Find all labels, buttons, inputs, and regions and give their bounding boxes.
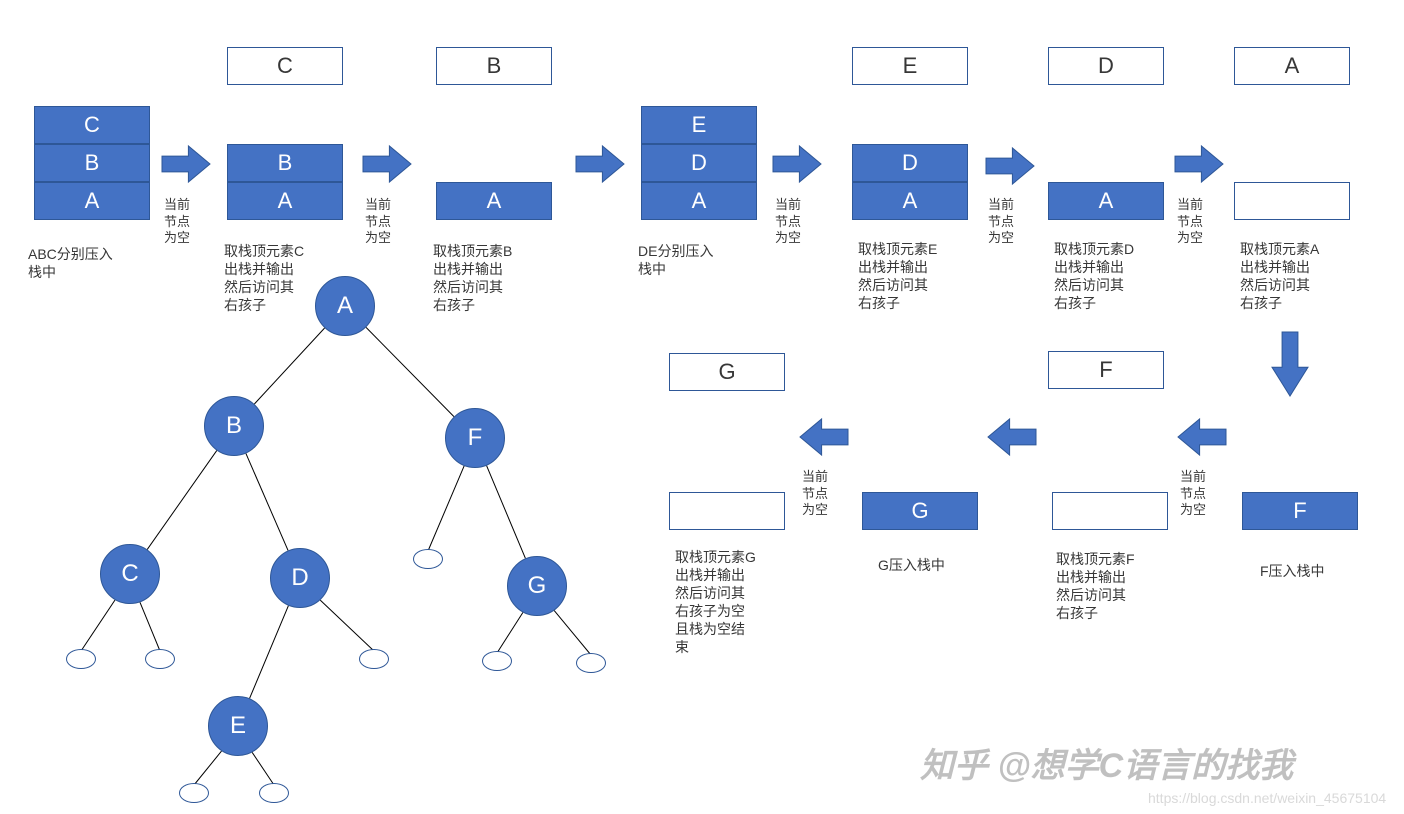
arrow-label: 当前 节点 为空 bbox=[802, 469, 828, 519]
output-box: F bbox=[1048, 351, 1164, 389]
tree-node-F: F bbox=[445, 408, 505, 468]
stack-cell-label: A bbox=[1099, 188, 1114, 214]
output-box: B bbox=[436, 47, 552, 85]
stack-cell: B bbox=[227, 144, 343, 182]
stack-cell: A bbox=[641, 182, 757, 220]
output-label: F bbox=[1099, 357, 1112, 383]
output-label: G bbox=[718, 359, 735, 385]
stack-cell bbox=[1234, 182, 1350, 220]
stack-cell-label: B bbox=[278, 150, 293, 176]
stack-cell: D bbox=[852, 144, 968, 182]
stack-cell-label: F bbox=[1293, 498, 1306, 524]
arrow-label: 当前 节点 为空 bbox=[775, 197, 801, 247]
output-box: D bbox=[1048, 47, 1164, 85]
tree-node-label: C bbox=[121, 560, 138, 588]
stack-cell-label: A bbox=[903, 188, 918, 214]
tree-leaf bbox=[359, 649, 389, 669]
tree-node-label: D bbox=[291, 564, 308, 592]
stack-cell-label: G bbox=[911, 498, 928, 524]
output-label: E bbox=[903, 53, 918, 79]
tree-node-A: A bbox=[315, 276, 375, 336]
step-caption: 取栈顶元素D 出栈并输出 然后访问其 右孩子 bbox=[1054, 241, 1134, 313]
step-caption: ABC分别压入 栈中 bbox=[28, 246, 113, 282]
output-label: A bbox=[1285, 53, 1300, 79]
stack-cell: F bbox=[1242, 492, 1358, 530]
output-label: D bbox=[1098, 53, 1114, 79]
stack-cell: E bbox=[641, 106, 757, 144]
output-box: A bbox=[1234, 47, 1350, 85]
stack-cell-label: D bbox=[691, 150, 707, 176]
stack-cell-label: A bbox=[487, 188, 502, 214]
stack-cell: G bbox=[862, 492, 978, 530]
stack-cell-label: D bbox=[902, 150, 918, 176]
step-caption: 取栈顶元素G 出栈并输出 然后访问其 右孩子为空 且栈为空结 束 bbox=[675, 549, 756, 656]
arrow-left-icon bbox=[800, 419, 848, 455]
arrow-label: 当前 节点 为空 bbox=[365, 197, 391, 247]
output-box: G bbox=[669, 353, 785, 391]
stack-cell: D bbox=[641, 144, 757, 182]
stack-cell: A bbox=[227, 182, 343, 220]
tree-leaf bbox=[179, 783, 209, 803]
stack-cell: B bbox=[34, 144, 150, 182]
arrow-down-icon bbox=[1272, 332, 1308, 396]
arrow-right-icon bbox=[1175, 146, 1223, 182]
tree-node-B: B bbox=[204, 396, 264, 456]
tree-node-E: E bbox=[208, 696, 268, 756]
step-caption: DE分别压入 栈中 bbox=[638, 243, 713, 279]
stack-cell-label: A bbox=[278, 188, 293, 214]
step-caption: 取栈顶元素E 出栈并输出 然后访问其 右孩子 bbox=[858, 241, 937, 313]
tree-leaf bbox=[576, 653, 606, 673]
step-caption: 取栈顶元素B 出栈并输出 然后访问其 右孩子 bbox=[433, 243, 512, 315]
stack-cell-label: C bbox=[84, 112, 100, 138]
arrow-right-icon bbox=[576, 146, 624, 182]
stack-cell: A bbox=[1048, 182, 1164, 220]
tree-node-label: G bbox=[528, 572, 547, 600]
tree-node-label: F bbox=[468, 424, 483, 452]
tree-node-label: B bbox=[226, 412, 242, 440]
step-caption: 取栈顶元素A 出栈并输出 然后访问其 右孩子 bbox=[1240, 241, 1319, 313]
arrow-right-icon bbox=[773, 146, 821, 182]
output-box: E bbox=[852, 47, 968, 85]
tree-node-G: G bbox=[507, 556, 567, 616]
tree-leaf bbox=[259, 783, 289, 803]
stack-cell: A bbox=[34, 182, 150, 220]
tree-leaf bbox=[66, 649, 96, 669]
output-label: B bbox=[487, 53, 502, 79]
stack-cell: C bbox=[34, 106, 150, 144]
tree-node-label: A bbox=[337, 292, 353, 320]
tree-node-D: D bbox=[270, 548, 330, 608]
watermark-zhihu: 知乎 @想学C语言的找我 bbox=[920, 738, 1293, 787]
step-caption: G压入栈中 bbox=[878, 557, 945, 575]
stack-cell: A bbox=[436, 182, 552, 220]
output-box: C bbox=[227, 47, 343, 85]
tree-leaf bbox=[413, 549, 443, 569]
stack-cell-label: A bbox=[692, 188, 707, 214]
tree-node-label: E bbox=[230, 712, 246, 740]
arrow-label: 当前 节点 为空 bbox=[1177, 197, 1203, 247]
stack-cell-label: E bbox=[692, 112, 707, 138]
tree-leaf bbox=[145, 649, 175, 669]
watermark-csdn: https://blog.csdn.net/weixin_45675104 bbox=[1148, 790, 1386, 806]
tree-node-C: C bbox=[100, 544, 160, 604]
stack-cell: A bbox=[852, 182, 968, 220]
stack-cell bbox=[1052, 492, 1168, 530]
arrow-label: 当前 节点 为空 bbox=[164, 197, 190, 247]
arrow-left-icon bbox=[988, 419, 1036, 455]
arrow-left-icon bbox=[1178, 419, 1226, 455]
stack-cell-label: A bbox=[85, 188, 100, 214]
tree-leaf bbox=[482, 651, 512, 671]
step-caption: F压入栈中 bbox=[1260, 563, 1325, 581]
stack-cell bbox=[669, 492, 785, 530]
arrow-label: 当前 节点 为空 bbox=[1180, 469, 1206, 519]
step-caption: 取栈顶元素F 出栈并输出 然后访问其 右孩子 bbox=[1056, 551, 1135, 623]
arrow-label: 当前 节点 为空 bbox=[988, 197, 1014, 247]
arrow-right-icon bbox=[986, 148, 1034, 184]
stack-cell-label: B bbox=[85, 150, 100, 176]
output-label: C bbox=[277, 53, 293, 79]
step-caption: 取栈顶元素C 出栈并输出 然后访问其 右孩子 bbox=[224, 243, 304, 315]
arrow-right-icon bbox=[363, 146, 411, 182]
arrow-right-icon bbox=[162, 146, 210, 182]
